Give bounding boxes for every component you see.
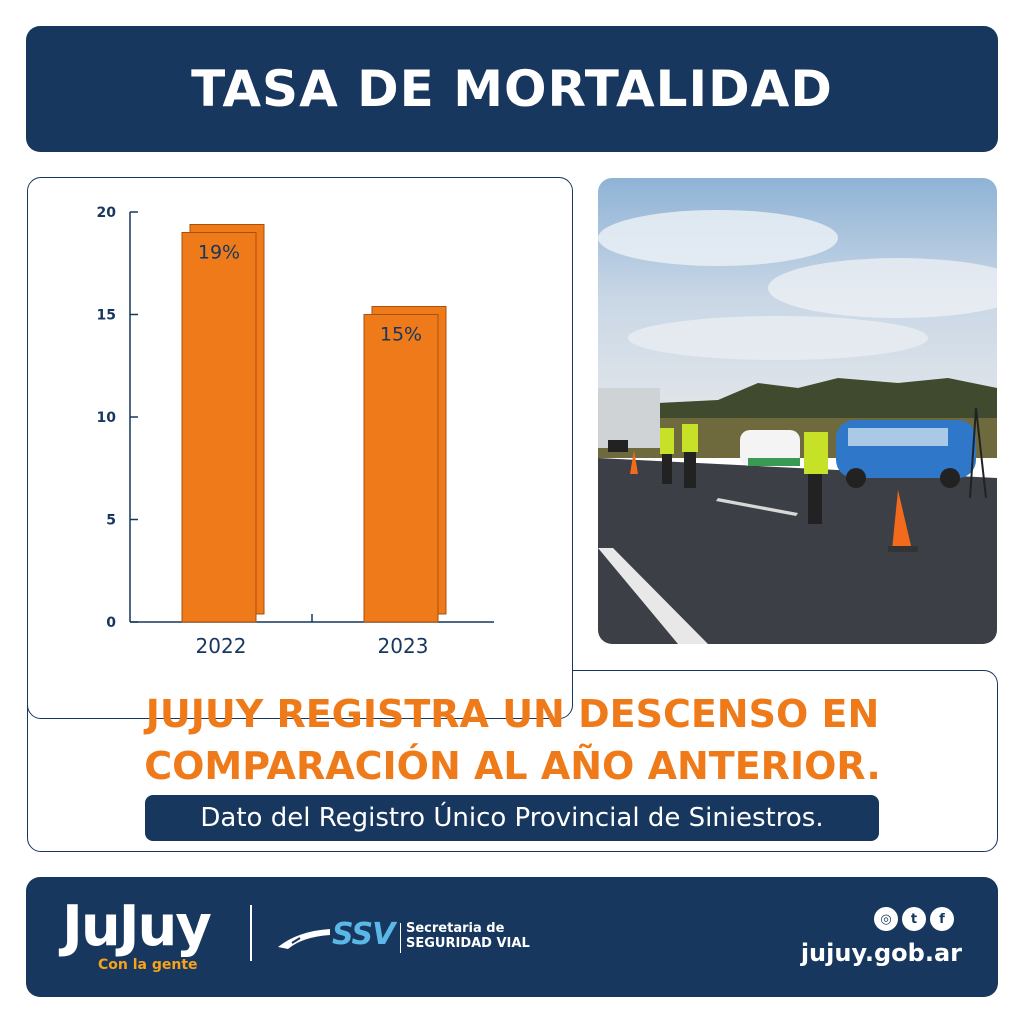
chart-card: [27, 177, 573, 719]
road-icon: [278, 929, 330, 949]
website-link[interactable]: jujuy.gob.ar: [800, 939, 962, 967]
road-checkpoint-photo: [598, 178, 997, 644]
x-tick-label: 2022: [196, 634, 247, 658]
instagram-icon[interactable]: ◎: [874, 907, 898, 931]
bar-chart: 0 5 10 15 20 19% 2022 15% 2023: [90, 190, 510, 674]
footer-banner: JuJuy Con la gente SSV Secretaria de SEG…: [26, 877, 998, 997]
logo-tagline: Con la gente: [98, 957, 198, 973]
y-tick-label: 10: [97, 410, 117, 426]
headline: JUJUY REGISTRA UN DESCENSO EN COMPARACIÓ…: [27, 688, 998, 792]
data-label: 15%: [380, 324, 422, 346]
photo-illustration: [598, 178, 997, 644]
facebook-icon[interactable]: f: [930, 907, 954, 931]
twitter-icon[interactable]: t: [902, 907, 926, 931]
source-caption: Dato del Registro Único Provincial de Si…: [145, 795, 879, 841]
x-tick-label: 2023: [378, 634, 429, 658]
social-links: ◎ t f: [874, 907, 954, 931]
page-title: TASA DE MORTALIDAD: [191, 60, 833, 118]
bar: [181, 232, 257, 623]
y-tick-label: 5: [106, 513, 116, 529]
headline-line-1: JUJUY REGISTRA UN DESCENSO EN: [145, 692, 880, 736]
title-banner: TASA DE MORTALIDAD: [26, 26, 998, 152]
y-tick-label: 20: [97, 205, 117, 221]
data-label: 19%: [198, 242, 240, 264]
footer-divider: [250, 905, 252, 961]
chart-svg: 0 5 10 15 20 19% 2022 15% 2023: [97, 205, 494, 658]
jujuy-logo: JuJuy: [62, 894, 212, 959]
y-tick-label: 15: [97, 308, 116, 324]
ssv-logo: SSV: [332, 917, 395, 952]
headline-line-2: COMPARACIÓN AL AÑO ANTERIOR.: [144, 744, 881, 788]
ssv-name: Secretaria de SEGURIDAD VIAL: [406, 921, 530, 951]
bar: [363, 314, 439, 623]
y-tick-label: 0: [106, 615, 116, 631]
